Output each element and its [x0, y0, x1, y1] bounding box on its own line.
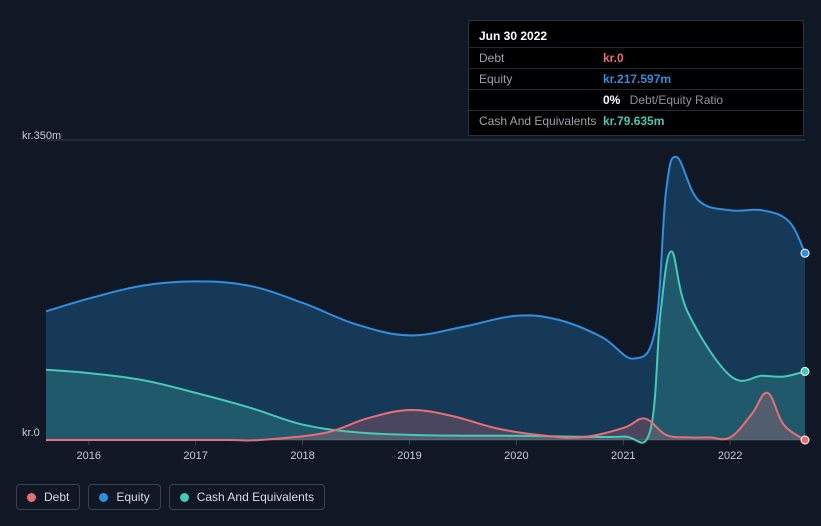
legend-item-cash-and-equivalents[interactable]: Cash And Equivalents: [169, 484, 325, 510]
x-axis-label: 2016: [77, 450, 101, 462]
legend-label: Equity: [116, 490, 149, 504]
legend-item-equity[interactable]: Equity: [88, 484, 160, 510]
tooltip-row-value: kr.79.635m: [603, 114, 793, 128]
legend-label: Debt: [44, 490, 69, 504]
endpoint-marker: [801, 249, 809, 257]
x-axis-label: 2021: [611, 450, 635, 462]
legend-label: Cash And Equivalents: [197, 490, 314, 504]
tooltip-date: Jun 30 2022: [469, 25, 803, 47]
hover-tooltip: Jun 30 2022 Debtkr.0Equitykr.217.597m0% …: [468, 20, 804, 136]
x-axis-label: 2020: [504, 450, 528, 462]
endpoint-marker: [801, 436, 809, 444]
x-axis-label: 2017: [183, 450, 207, 462]
endpoint-marker: [801, 367, 809, 375]
tooltip-row-label: Debt: [479, 51, 603, 65]
tooltip-row-value: 0% Debt/Equity Ratio: [603, 93, 793, 107]
x-axis-label: 2022: [718, 450, 742, 462]
tooltip-row-value: kr.0: [603, 51, 793, 65]
x-axis-label: 2019: [397, 450, 421, 462]
tooltip-row: Debtkr.0: [469, 47, 803, 68]
tooltip-row: 0% Debt/Equity Ratio: [469, 89, 803, 110]
tooltip-row: Cash And Equivalentskr.79.635m: [469, 110, 803, 131]
x-axis-labels: 2016 2017 2018 2019 2020 2021 2022: [0, 450, 821, 466]
chart-plot[interactable]: [16, 140, 805, 440]
legend-dot-icon: [99, 493, 108, 502]
tooltip-row-label: Equity: [479, 72, 603, 86]
tooltip-row-value: kr.217.597m: [603, 72, 793, 86]
tooltip-row: Equitykr.217.597m: [469, 68, 803, 89]
x-axis-label: 2018: [290, 450, 314, 462]
tooltip-row-label: [479, 93, 603, 107]
legend-dot-icon: [180, 493, 189, 502]
legend-item-debt[interactable]: Debt: [16, 484, 80, 510]
legend-dot-icon: [27, 493, 36, 502]
tooltip-row-label: Cash And Equivalents: [479, 114, 603, 128]
chart-container: Jun 30 2022 Debtkr.0Equitykr.217.597m0% …: [0, 0, 821, 526]
legend: Debt Equity Cash And Equivalents: [16, 484, 325, 510]
